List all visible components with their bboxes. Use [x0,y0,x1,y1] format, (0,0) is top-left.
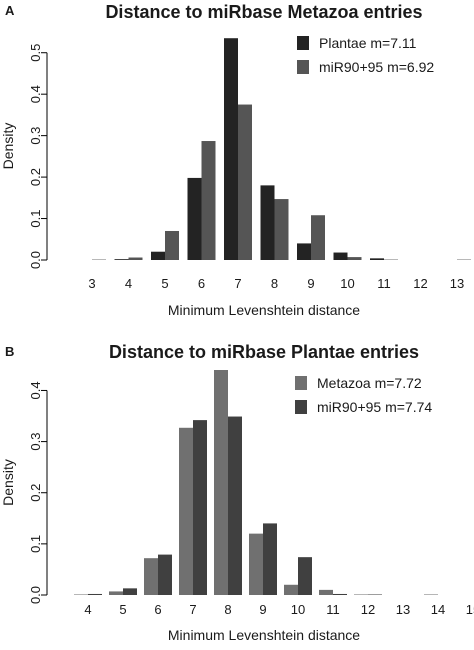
y-tick-label: 0.2 [28,484,43,502]
bar [297,243,311,260]
bar [187,177,202,260]
bar [333,593,347,595]
x-tick-label: 9 [259,602,266,617]
chart-title: Distance to miRbase Metazoa entries [105,2,422,22]
x-tick-label: 13 [396,602,410,617]
legend-label: miR90+95 m=7.74 [317,399,432,415]
legend: Plantae m=7.11 miR90+95 m=6.92 [297,35,434,75]
legend-label: miR90+95 m=6.92 [319,59,434,75]
bar [298,557,312,595]
bar [151,251,165,260]
bar [128,257,143,260]
legend-swatch [295,400,307,414]
chart-panel-a: A Distance to miRbase Metazoa entries 0.0 0… [0,2,471,318]
bar [260,185,275,260]
y-tick-label: 0.0 [28,251,43,269]
x-tick-label: 9 [307,276,314,291]
panel-letter: B [5,344,14,359]
y-axis-label: Density [0,123,16,170]
bar [114,259,129,260]
y-tick-label: 0.1 [28,210,43,228]
bar [109,591,123,595]
bar [165,230,179,260]
bar [123,588,137,595]
x-tick-label: 12 [361,602,375,617]
bar [238,104,252,260]
chart-panel-b: B Distance to miRbase Plantae entries 0.0 0… [0,342,474,643]
bar [354,594,368,595]
x-tick-label: 5 [161,276,168,291]
bar [424,594,438,595]
y-tick-label: 0.3 [28,127,43,145]
x-tick-label: 12 [413,276,427,291]
legend-label: Metazoa m=7.72 [317,375,422,391]
legend-swatch [297,60,309,74]
x-tick-label: 5 [119,602,126,617]
x-tick-label: 10 [340,276,354,291]
bar [319,589,333,595]
x-tick-label: 11 [326,602,340,617]
bar [228,416,242,595]
bar [274,199,289,260]
x-tick-label: 4 [125,276,132,291]
bar [88,593,102,595]
bar [201,141,216,260]
panel-letter: A [5,3,15,18]
y-tick-label: 0.1 [28,535,43,553]
x-tick-label: 7 [189,602,196,617]
x-tick-label: 13 [450,276,464,291]
x-tick-label: 6 [198,276,205,291]
x-tick-label: 7 [234,276,241,291]
bar [179,427,193,595]
bar [347,257,362,260]
x-tick-label: 8 [224,602,231,617]
bar [368,594,382,595]
x-tick-label: 4 [84,602,91,617]
y-tick-label: 0.5 [28,44,43,62]
bar [311,215,325,260]
legend: Metazoa m=7.72 miR90+95 m=7.74 [295,375,432,415]
legend-swatch [295,376,307,390]
x-tick-label: 8 [271,276,278,291]
bar [214,370,228,595]
x-axis-label: Minimum Levenshtein distance [168,302,360,318]
bar [158,554,172,595]
x-tick-label: 3 [88,276,95,291]
x-tick-label: 10 [291,602,305,617]
y-tick-label: 0.4 [28,381,43,399]
bar [74,594,88,595]
y-tick-label: 0.2 [28,168,43,186]
bar [144,558,158,595]
y-tick-label: 0.3 [28,433,43,451]
x-tick-label: 6 [154,602,161,617]
x-tick-label: 14 [431,602,445,617]
x-axis-label: Minimum Levenshtein distance [168,627,360,643]
bar [333,252,348,260]
y-axis-label: Density [0,459,16,506]
bar [263,523,277,595]
y-tick-label: 0.4 [28,85,43,103]
y-tick-label: 0.0 [28,586,43,604]
x-tick-label: 11 [377,276,391,291]
legend-swatch [297,36,309,50]
bar [224,38,238,260]
legend-label: Plantae m=7.11 [319,35,417,51]
chart-title: Distance to miRbase Plantae entries [109,342,419,362]
bar [284,584,298,595]
bar [249,533,263,595]
bar [370,258,384,260]
bar [193,420,207,595]
x-tick-label: 15 [466,602,474,617]
